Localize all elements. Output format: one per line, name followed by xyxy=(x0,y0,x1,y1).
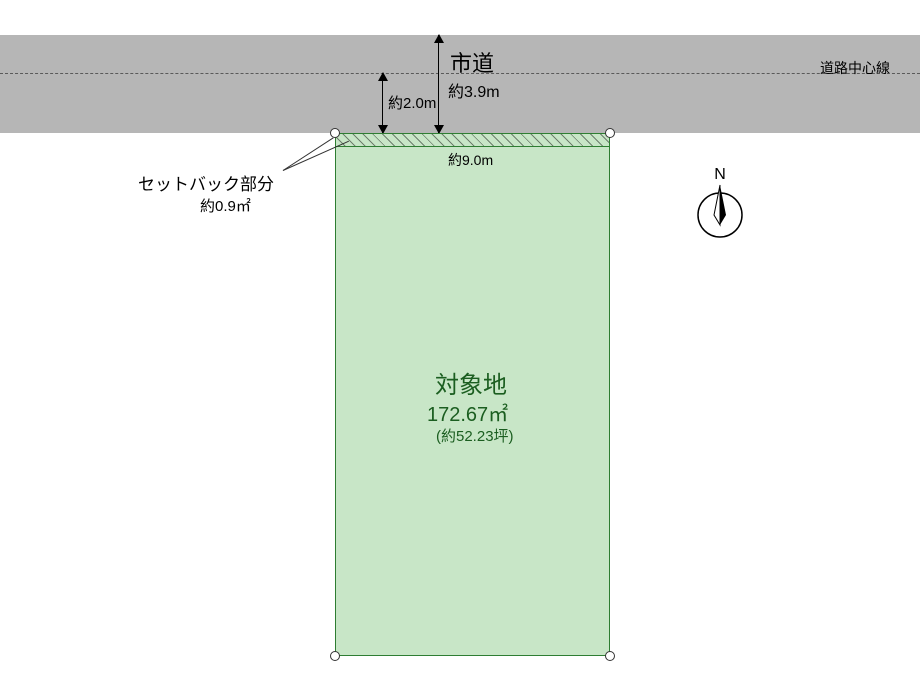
plot-area-tsubo: (約52.23坪) xyxy=(436,425,514,446)
road-width-arrow xyxy=(438,35,439,133)
corner-marker xyxy=(605,128,615,138)
plot-title: 対象地 xyxy=(435,365,507,400)
compass-icon: N xyxy=(690,165,750,250)
compass-n-label: N xyxy=(714,166,726,183)
setback-area-label: 約0.9㎡ xyxy=(200,195,251,216)
setback-label: セットバック部分 xyxy=(138,170,274,195)
road-label: 市道 xyxy=(450,46,494,78)
corner-marker xyxy=(330,128,340,138)
road-halfwidth-label: 約2.0m xyxy=(388,92,436,113)
setback-strip xyxy=(335,133,610,146)
plot-area-m2: 172.67㎡ xyxy=(427,398,508,427)
frontage-label: 約9.0m xyxy=(448,150,493,170)
centerline-label: 道路中心線 xyxy=(820,58,890,78)
corner-marker xyxy=(330,651,340,661)
road-halfwidth-arrow xyxy=(382,73,383,133)
road-width-label: 約3.9m xyxy=(448,78,500,102)
corner-marker xyxy=(605,651,615,661)
